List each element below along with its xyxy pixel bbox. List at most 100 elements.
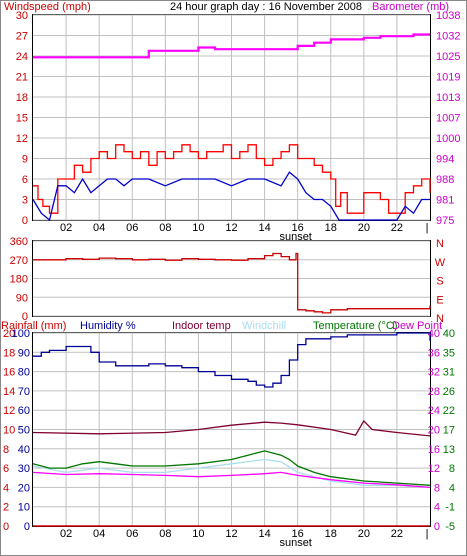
x-tick-label: 06 [126, 528, 138, 540]
compass-label: W [435, 257, 446, 269]
x-end-tick: | [426, 222, 429, 234]
humidity-tick-label: 60 [18, 405, 30, 417]
humidity-tick-label: 100 [12, 328, 30, 340]
humidity-tick-label: 0 [24, 521, 30, 533]
humidity-tick-label: 10 [18, 502, 30, 514]
x-tick-label: 16 [292, 528, 304, 540]
rainfall-tick-label: 12 [3, 405, 15, 417]
x-tick-label: 12 [225, 528, 237, 540]
rainfall-tick-label: 20 [3, 328, 15, 340]
dewpoint-line [32, 471, 431, 489]
windspeed-tick-label: 6 [22, 174, 28, 186]
barometer-line [33, 33, 430, 59]
barometer-tick-label: 1000 [436, 133, 460, 145]
sunset-marker-label: sunset [279, 537, 311, 549]
temperature-tick-label: 26 [443, 386, 455, 398]
windspeed-tick-label: 24 [16, 51, 28, 63]
windchill-line [32, 458, 431, 489]
direction-tick-label: 0 [22, 311, 28, 323]
dewpoint-tick-label: 12 [428, 463, 440, 475]
temperature-tick-label: 17 [443, 425, 455, 437]
temperature-header: Temperature (°C) [313, 320, 397, 332]
compass-label: E [436, 294, 443, 306]
windspeed-tick-label: 27 [16, 31, 28, 43]
series-layer [32, 33, 431, 527]
dewpoint-tick-label: 8 [434, 482, 440, 494]
windspeed-tick-label: 30 [16, 10, 28, 22]
dewpoint-tick-label: 20 [428, 425, 440, 437]
x-tick-label: 14 [258, 528, 270, 540]
compass-label: N [436, 238, 444, 250]
humidity-tick-label: 80 [18, 367, 30, 379]
windspeed-tick-label: 21 [16, 72, 28, 84]
windspeed-tick-label: 9 [22, 154, 28, 166]
x-tick-label: 18 [325, 222, 337, 234]
windspeed-tick-label: 12 [16, 133, 28, 145]
x-end-tick: | [426, 528, 429, 540]
humidity-tick-label: 40 [18, 444, 30, 456]
barometer-tick-label: 988 [436, 174, 454, 186]
rainfall-tick-label: 6 [3, 463, 9, 475]
direction-tick-label: 360 [10, 236, 28, 248]
rainfall-tick-label: 18 [3, 347, 15, 359]
x-tick-label: 20 [358, 222, 370, 234]
windspeed-tick-label: 15 [16, 113, 28, 125]
temperature-tick-label: 8 [449, 463, 455, 475]
axis-label-layer: 02 04 06 08 10 12 14 16 18 20 22 |sunset03691215182… [3, 10, 460, 549]
temperature-tick-label: 40 [443, 328, 455, 340]
compass-label: N [436, 313, 444, 325]
barometer-tick-label: 1019 [436, 72, 460, 84]
wind-gust-line [33, 144, 431, 214]
humidity-tick-label: 70 [18, 386, 30, 398]
temperature-tick-label: 13 [443, 444, 455, 456]
barometer-tick-label: 994 [436, 154, 454, 166]
indoor-line [32, 419, 431, 437]
dewpoint-tick-label: 16 [428, 444, 440, 456]
barometer-tick-label: 1013 [436, 92, 460, 104]
x-tick-label: 22 [391, 222, 403, 234]
direction-tick-label: 90 [16, 292, 28, 304]
humidity-header: Humidity % [80, 320, 136, 332]
barometer-tick-label: 981 [436, 195, 454, 207]
wind-direction-line [33, 252, 431, 314]
indoor-temp-header: Indoor temp [172, 320, 231, 332]
windspeed-tick-label: 0 [22, 215, 28, 227]
x-tick-label: 02 [60, 222, 72, 234]
dewpoint-tick-label: 0 [434, 521, 440, 533]
dewpoint-tick-label: 4 [434, 502, 440, 514]
barometer-axis-title: Barometer (mb) [372, 1, 449, 13]
barometer-tick-label: 1032 [436, 31, 460, 43]
dewpoint-tick-label: 24 [428, 405, 440, 417]
sunset-marker-label: sunset [279, 231, 311, 243]
x-tick-label: 10 [192, 222, 204, 234]
dewpoint-header: Dew Point [392, 320, 442, 332]
x-tick-label: 12 [225, 222, 237, 234]
humidity-tick-label: 90 [18, 347, 30, 359]
rainfall-tick-label: 14 [3, 386, 15, 398]
dewpoint-tick-label: 32 [428, 367, 440, 379]
x-tick-label: 20 [358, 528, 370, 540]
humidity-line [33, 332, 431, 388]
compass-label: S [436, 276, 443, 288]
rainfall-tick-label: 10 [3, 425, 15, 437]
x-tick-label: 08 [159, 528, 171, 540]
temperature-tick-label: -1 [445, 502, 455, 514]
humidity-tick-label: 50 [18, 425, 30, 437]
rainfall-tick-label: 2 [3, 502, 9, 514]
rainfall-tick-label: 0 [3, 521, 9, 533]
x-tick-label: 16 [292, 222, 304, 234]
x-tick-label: 08 [159, 222, 171, 234]
x-tick-label: 14 [258, 222, 270, 234]
x-tick-label: 04 [93, 528, 105, 540]
x-tick-label: 10 [192, 528, 204, 540]
dewpoint-tick-label: 40 [428, 328, 440, 340]
x-tick-label: 06 [126, 222, 138, 234]
temperature-tick-label: -5 [445, 521, 455, 533]
barometer-tick-label: 1025 [436, 51, 460, 63]
wind-average-line [32, 171, 430, 222]
dewpoint-tick-label: 28 [428, 386, 440, 398]
temperature-tick-label: 4 [449, 482, 455, 494]
dewpoint-tick-label: 36 [428, 347, 440, 359]
